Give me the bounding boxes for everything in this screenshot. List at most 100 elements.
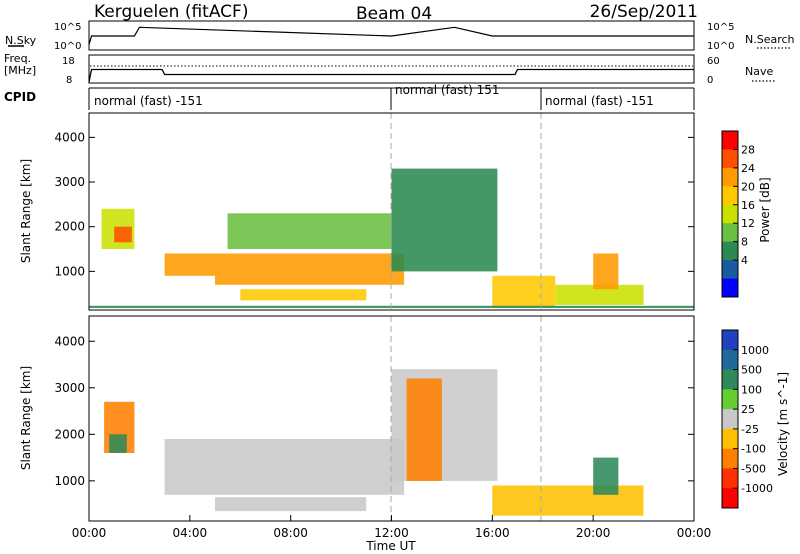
velocity-colorbar-label-2: 500 xyxy=(741,364,762,377)
power-colorbar-swatch-2 xyxy=(722,149,738,169)
cpid-segment-2: normal (fast) 151 xyxy=(395,83,499,97)
x-axis: 00:00 04:00 08:00 12:00 16:00 20:00 00:00 xyxy=(72,515,712,540)
freq-series-line xyxy=(88,68,694,83)
cpid-segment-3: normal (fast) -151 xyxy=(545,94,654,108)
nsearch-tick-high: 10^5 xyxy=(707,22,734,33)
x-tick-label-7: 00:00 xyxy=(677,526,712,540)
cpid-segment-1: normal (fast) -151 xyxy=(94,94,203,108)
power-colorbar-label-5: 12 xyxy=(741,217,755,230)
velocity-region-8 xyxy=(593,457,619,495)
velocity-y-title: Slant Range [km] xyxy=(19,366,33,470)
velocity-colorbar: 1000 500 100 25 -25 -100 -500 -1000 Velocity [m… xyxy=(721,329,790,509)
power-region-7 xyxy=(391,168,498,272)
freq-label: Freq. xyxy=(4,52,31,65)
power-region-4 xyxy=(215,253,405,285)
power-colorbar-swatch-1 xyxy=(722,131,738,150)
velocity-ytick-label-4: 4000 xyxy=(54,334,85,348)
power-colorbar-label-2: 24 xyxy=(741,162,755,175)
nsky-tick-high: 10^5 xyxy=(54,22,81,33)
velocity-colorbar-label-5: -25 xyxy=(741,423,759,436)
power-colorbar-swatch-8 xyxy=(722,260,738,279)
power-colorbar-label-4: 16 xyxy=(741,199,755,212)
power-colorbar-swatch-4 xyxy=(722,186,738,206)
cpid-panel: CPID normal (fast) -151 normal (fast) 15… xyxy=(4,83,695,110)
power-colorbar-label-1: 28 xyxy=(741,143,755,156)
nsky-label: N.Sky xyxy=(5,34,37,47)
velocity-colorbar-swatch-3 xyxy=(722,369,738,390)
power-colorbar: 28 24 20 16 12 8 4 Power [dB] xyxy=(721,130,772,298)
power-colorbar-swatch-3 xyxy=(722,167,738,187)
power-panel: 1000 2000 3000 4000 Slant Range [km] xyxy=(19,112,695,311)
velocity-colorbar-swatch-4 xyxy=(722,389,738,410)
velocity-colorbar-frame xyxy=(721,329,739,509)
velocity-colorbar-swatch-9 xyxy=(722,488,738,509)
power-colorbar-label-3: 20 xyxy=(741,180,755,193)
power-ytick-label-1: 1000 xyxy=(54,264,85,278)
power-colorbar-swatch-7 xyxy=(722,241,738,261)
power-colorbar-frame xyxy=(721,130,739,298)
freq-tick-low: 8 xyxy=(66,75,72,86)
nave-tick-low: 0 xyxy=(707,75,713,86)
velocity-data-layer xyxy=(104,369,644,516)
velocity-colorbar-swatch-7 xyxy=(722,448,738,469)
velocity-colorbar-swatch-6 xyxy=(722,428,738,450)
velocity-ytick-label-2: 2000 xyxy=(54,427,85,441)
power-y-ticks: 1000 2000 3000 4000 xyxy=(54,130,694,278)
nsearch-label: N.Search xyxy=(745,33,795,46)
nsky-tick-low: 10^0 xyxy=(54,41,81,52)
x-tick-label-4: 12:00 xyxy=(374,526,409,540)
nave-label: Nave xyxy=(745,65,773,78)
velocity-colorbar-swatch-1 xyxy=(722,330,738,351)
power-region-6 xyxy=(227,213,392,249)
velocity-colorbar-label-3: 100 xyxy=(741,383,762,396)
velocity-ytick-label-1: 1000 xyxy=(54,474,85,488)
velocity-colorbar-label-6: -100 xyxy=(741,443,766,456)
x-tick-label-2: 04:00 xyxy=(173,526,208,540)
power-ytick-label-4: 4000 xyxy=(54,130,85,144)
velocity-colorbar-title: Velocity [m s^-1] xyxy=(776,372,790,476)
power-colorbar-swatch-5 xyxy=(722,204,738,224)
x-tick-label-3: 08:00 xyxy=(273,526,308,540)
velocity-colorbar-label-8: -1000 xyxy=(741,482,773,495)
freq-unit-label: [MHz] xyxy=(4,64,36,77)
beam-title: Beam 04 xyxy=(356,4,432,24)
velocity-region-6 xyxy=(406,378,442,481)
velocity-region-4 xyxy=(215,497,367,512)
power-colorbar-title: Power [dB] xyxy=(758,177,772,242)
velocity-colorbar-swatch-2 xyxy=(722,349,738,371)
freq-panel: Freq. [MHz] 18 8 60 0 Nave xyxy=(4,52,775,86)
velocity-colorbar-label-7: -500 xyxy=(741,462,766,475)
velocity-panel: 1000 2000 3000 4000 Slant Range [km] xyxy=(19,315,695,522)
freq-tick-high: 18 xyxy=(62,56,75,67)
velocity-ytick-label-3: 3000 xyxy=(54,381,85,395)
date-title: 26/Sep/2011 xyxy=(590,2,698,22)
power-region-8 xyxy=(492,275,556,308)
power-colorbar-label-6: 8 xyxy=(741,236,748,249)
velocity-colorbar-label-1: 1000 xyxy=(741,344,769,357)
x-tick-label-6: 20:00 xyxy=(576,526,611,540)
power-region-3 xyxy=(164,253,215,276)
velocity-colorbar-label-4: 25 xyxy=(741,403,755,416)
power-region-2 xyxy=(114,226,132,243)
x-tick-label-5: 16:00 xyxy=(475,526,510,540)
power-ytick-label-3: 3000 xyxy=(54,175,85,189)
x-tick-label-1: 00:00 xyxy=(72,526,107,540)
station-title: Kerguelen (fitACF) xyxy=(94,2,248,22)
nsky-series-line xyxy=(88,26,694,45)
power-colorbar-swatch-9 xyxy=(722,278,738,298)
nave-tick-high: 60 xyxy=(707,56,720,67)
power-colorbar-label-7: 4 xyxy=(741,254,748,267)
velocity-colorbar-swatch-8 xyxy=(722,468,738,489)
velocity-colorbar-swatch-5 xyxy=(722,409,738,430)
power-ytick-label-2: 2000 xyxy=(54,220,85,234)
velocity-region-2 xyxy=(109,434,127,453)
power-region-9 xyxy=(555,284,644,305)
power-region-5 xyxy=(240,289,367,301)
noise-panel: N.Sky 10^5 10^0 10^5 10^0 N.Search xyxy=(5,20,795,52)
power-y-title: Slant Range [km] xyxy=(19,159,33,263)
power-region-10 xyxy=(593,253,619,290)
power-colorbar-swatch-6 xyxy=(722,223,738,243)
velocity-region-7 xyxy=(492,485,644,516)
velocity-region-3 xyxy=(164,439,405,495)
